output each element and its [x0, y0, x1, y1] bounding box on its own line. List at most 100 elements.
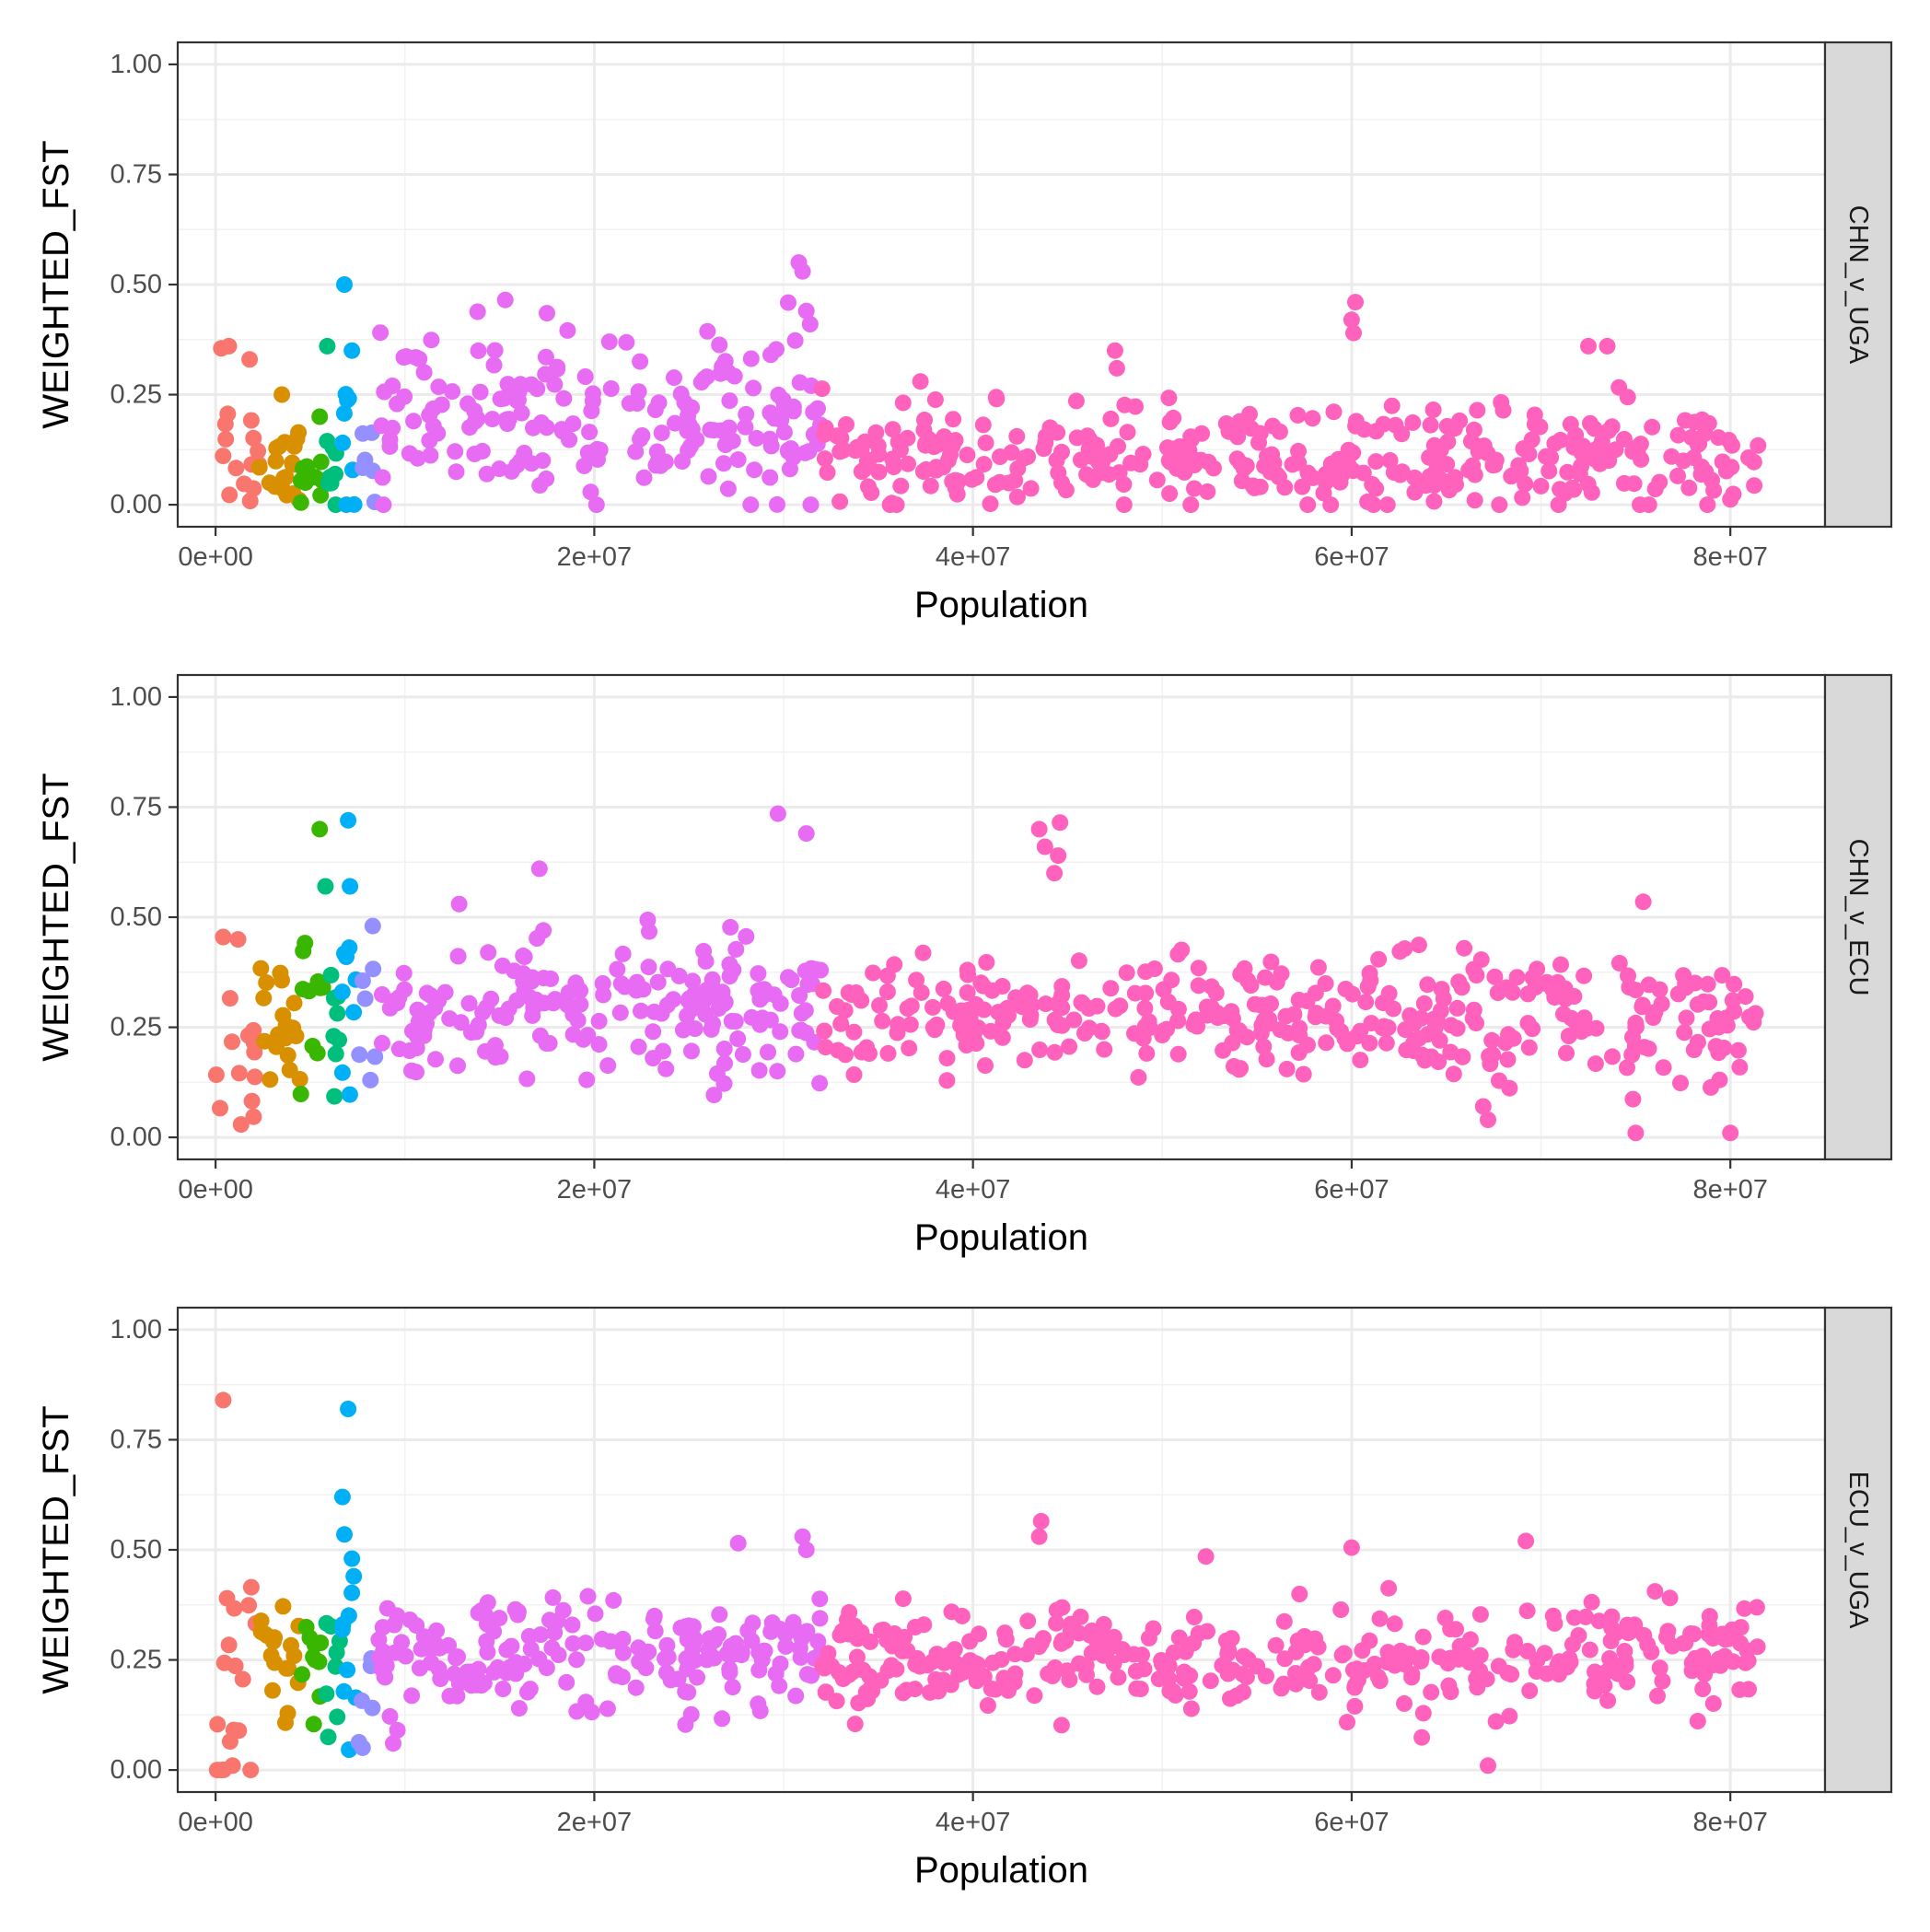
data-point: [760, 1043, 776, 1061]
data-point: [322, 474, 340, 492]
data-point: [1339, 1035, 1356, 1053]
data-point: [605, 1591, 622, 1609]
data-point: [1695, 993, 1713, 1010]
data-point: [786, 332, 804, 349]
data-point: [1275, 1675, 1292, 1693]
data-point: [279, 1047, 296, 1064]
data-point: [861, 1682, 878, 1698]
data-point: [283, 1636, 299, 1654]
data-point: [705, 1087, 723, 1104]
data-point-outlier: [530, 860, 548, 878]
data-point: [252, 960, 270, 977]
data-point: [1053, 1599, 1071, 1616]
data-point: [745, 379, 762, 397]
data-point: [343, 1584, 361, 1601]
data-point: [630, 1038, 647, 1055]
data-point: [405, 413, 423, 430]
data-point: [245, 480, 262, 497]
data-point: [325, 1028, 343, 1045]
data-point: [1468, 967, 1485, 983]
data-point: [273, 972, 290, 989]
data-point: [1127, 1662, 1145, 1680]
data-point: [1309, 959, 1327, 976]
data-point: [737, 418, 754, 436]
data-point: [307, 469, 324, 486]
data-point: [1062, 1623, 1079, 1640]
data-point-outlier: [215, 1391, 232, 1409]
data-point-outlier: [1517, 1532, 1535, 1550]
data-point: [512, 376, 529, 393]
data-point: [370, 1631, 388, 1648]
data-point: [389, 1721, 406, 1739]
x-tick-label: 4e+07: [936, 542, 1010, 572]
data-point: [1493, 393, 1510, 411]
data-point: [1021, 1011, 1039, 1028]
data-point: [1466, 492, 1483, 509]
data-point: [777, 1637, 795, 1655]
data-point: [715, 1041, 733, 1057]
data-point: [1646, 1004, 1664, 1020]
data-point: [938, 1050, 956, 1067]
data-point: [1202, 1672, 1219, 1690]
y-tick-label: 0.75: [110, 792, 162, 821]
data-point-outlier: [1580, 337, 1597, 355]
data-point: [1474, 1098, 1492, 1115]
data-point: [1678, 1009, 1695, 1027]
data-point: [692, 374, 710, 391]
data-point: [255, 989, 273, 1007]
data-point: [1397, 1021, 1414, 1039]
data-point: [1340, 448, 1357, 466]
data-point: [657, 1650, 674, 1668]
data-point: [725, 961, 742, 979]
data-point: [421, 406, 438, 424]
data-point: [447, 443, 464, 460]
data-point: [318, 1614, 335, 1632]
data-point: [1000, 1007, 1017, 1024]
data-point: [1396, 940, 1413, 958]
data-point: [1169, 1045, 1187, 1063]
data-point: [814, 1657, 831, 1674]
data-point: [430, 1660, 448, 1677]
data-point: [1575, 437, 1592, 455]
data-point: [1160, 1670, 1178, 1688]
data-point: [1190, 977, 1207, 995]
data-point: [396, 388, 413, 405]
data-point: [329, 1708, 346, 1726]
data-point: [1354, 464, 1372, 482]
data-point: [345, 1004, 363, 1021]
data-point: [386, 1616, 403, 1634]
data-point: [1207, 984, 1225, 1002]
data-point: [1432, 1002, 1449, 1019]
data-point: [1186, 480, 1203, 497]
data-point: [684, 1618, 702, 1635]
data-point: [908, 972, 925, 989]
data-point: [720, 419, 738, 436]
facet-strip: [1823, 1306, 1893, 1794]
data-points: [208, 1391, 1766, 1779]
data-point: [485, 1663, 503, 1681]
data-point: [1703, 1078, 1719, 1096]
data-point: [427, 1051, 444, 1068]
data-point: [926, 1021, 944, 1039]
data-point: [1263, 446, 1281, 463]
data-point: [1324, 1667, 1342, 1684]
data-point: [1632, 436, 1649, 453]
data-point: [1482, 1055, 1499, 1073]
data-point: [318, 1685, 335, 1703]
data-point: [867, 424, 885, 441]
data-point: [1520, 1039, 1538, 1056]
data-point: [1436, 1610, 1454, 1626]
data-point: [1361, 1034, 1378, 1052]
data-point: [1287, 1675, 1305, 1693]
data-point: [1332, 1601, 1350, 1618]
data-point: [815, 982, 832, 999]
data-point: [486, 342, 504, 359]
data-point: [215, 448, 232, 465]
x-tick-label: 4e+07: [936, 1808, 1010, 1837]
data-point: [354, 972, 371, 989]
data-point: [225, 1721, 242, 1739]
data-point: [1714, 967, 1731, 984]
data-point: [1235, 1647, 1252, 1665]
data-point: [354, 1739, 371, 1756]
